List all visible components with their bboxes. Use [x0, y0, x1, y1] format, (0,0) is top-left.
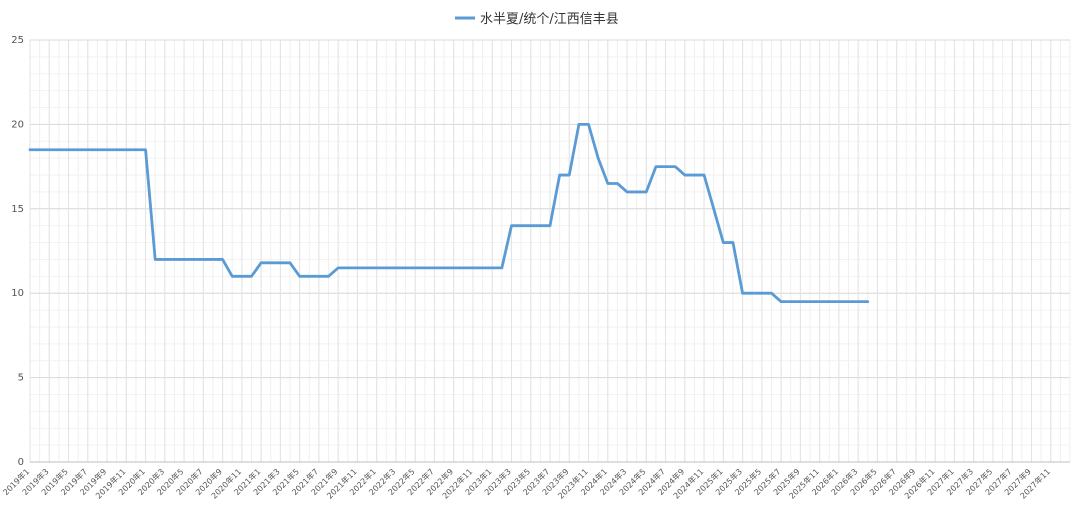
series-layer: [28, 123, 870, 304]
y-tick-label: 5: [18, 373, 24, 384]
legend[interactable]: 水半夏/统个/江西信丰县: [455, 12, 619, 27]
series-line: [28, 123, 870, 304]
legend-label: 水半夏/统个/江西信丰县: [480, 12, 619, 27]
major-gridlines: [29, 39, 1070, 463]
y-tick-label: 25: [11, 35, 24, 46]
y-tick-label: 10: [11, 288, 24, 299]
y-tick-label: 0: [18, 457, 24, 468]
x-axis-tick-labels: 2019年12019年32019年52019年72019年92019年11202…: [1, 466, 1052, 500]
y-axis-tick-labels: 0 5 10 15 20 25: [11, 35, 24, 468]
y-tick-label: 15: [11, 204, 24, 215]
y-tick-label: 20: [11, 119, 24, 130]
